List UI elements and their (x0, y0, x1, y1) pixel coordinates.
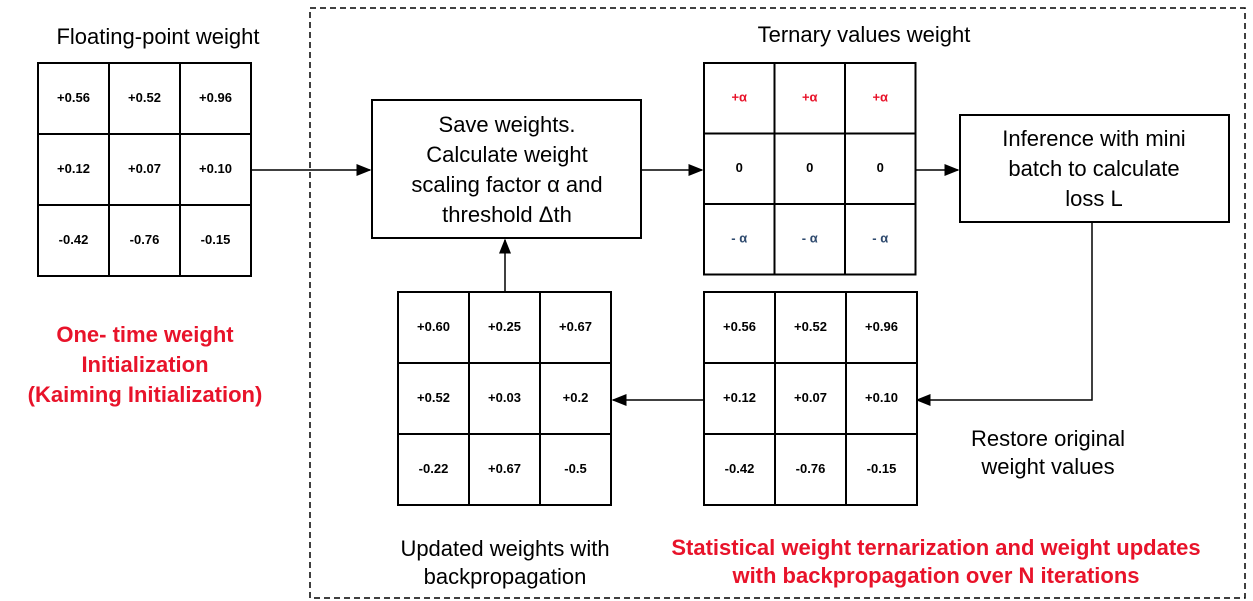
cell-value: +0.25 (488, 319, 521, 334)
cell-value: +0.12 (57, 161, 90, 176)
grid-cell (844, 203, 917, 276)
cell-value: +0.60 (417, 319, 450, 334)
cell-value: +α (872, 90, 888, 105)
init-note: Initialization (81, 352, 208, 377)
cell-value: +0.10 (865, 390, 898, 405)
cell-value: -0.15 (867, 461, 897, 476)
grid-cell (773, 132, 846, 205)
grid-cell (468, 362, 541, 435)
cell-value: +0.07 (128, 161, 161, 176)
box-text: scaling factor α and (411, 172, 602, 197)
cell-value: -0.5 (564, 461, 586, 476)
cell-value: 0 (877, 160, 884, 175)
save-box (371, 99, 642, 239)
cell-value: +0.56 (57, 90, 90, 105)
grid-title: Floating-point weight (56, 24, 259, 49)
cell-value: - α (731, 231, 747, 246)
grid-cell (845, 433, 918, 506)
grid-cell (774, 433, 847, 506)
grid-cell (397, 433, 470, 506)
grid-cell (37, 204, 110, 277)
arrows (250, 164, 1093, 406)
cell-value: +0.67 (559, 319, 592, 334)
grid-cell (844, 132, 917, 205)
cell-value: +0.10 (199, 161, 232, 176)
box-text: Calculate weight (426, 142, 587, 167)
cell-value: +0.67 (488, 461, 521, 476)
cell-value: +0.03 (488, 390, 521, 405)
cell-value: +0.52 (417, 390, 450, 405)
cell-value: +0.96 (199, 90, 232, 105)
cell-value: -0.22 (419, 461, 449, 476)
cell-value: +0.07 (794, 390, 827, 405)
cell-value: +α (731, 90, 747, 105)
grid-cell (844, 62, 917, 135)
grid-cell (179, 62, 252, 135)
grid-cell (397, 362, 470, 435)
box-text: threshold Δth (442, 202, 572, 227)
cell-value: +0.96 (865, 319, 898, 334)
cell-value: -0.42 (59, 232, 89, 247)
cell-value: +0.52 (128, 90, 161, 105)
cell-value: -0.42 (725, 461, 755, 476)
cell-value: -0.76 (130, 232, 160, 247)
box-text: batch to calculate (1008, 156, 1179, 181)
cell-value: +0.12 (723, 390, 756, 405)
cell-value: 0 (736, 160, 743, 175)
cell-value: -0.76 (796, 461, 826, 476)
init-note: (Kaiming Initialization) (28, 382, 263, 407)
grid-cell (539, 433, 612, 506)
loop-note: with backpropagation over N iterations (731, 563, 1139, 588)
cell-value: - α (872, 231, 888, 246)
grid-cell (37, 133, 110, 206)
cell-value: 0 (806, 160, 813, 175)
grid-cell (397, 291, 470, 364)
cell-value: +0.56 (723, 319, 756, 334)
grid-cell (179, 204, 252, 277)
box-text: Save weights. (439, 112, 576, 137)
grid-label: Updated weights with (400, 536, 609, 561)
loop-frame (309, 7, 1246, 599)
grid-cell (845, 291, 918, 364)
grid-title: Ternary values weight (758, 22, 971, 47)
cell-value: +α (802, 90, 818, 105)
grid-label: weight values (980, 454, 1114, 479)
grid-cell (37, 62, 110, 135)
cell-value: +0.2 (563, 390, 589, 405)
grid-cell (539, 291, 612, 364)
box-text: loss L (1065, 186, 1122, 211)
grid-cell (179, 133, 252, 206)
grid-label: Restore original (971, 426, 1125, 451)
grid-label: backpropagation (424, 564, 587, 589)
loop-note: Statistical weight ternarization and wei… (671, 535, 1200, 560)
grid-cell (468, 433, 541, 506)
cell-value: - α (802, 231, 818, 246)
cell-value: -0.15 (201, 232, 231, 247)
init-note: One- time weight (56, 322, 234, 347)
inference-box (959, 114, 1230, 223)
grid-cell (773, 203, 846, 276)
cell-value: +0.52 (794, 319, 827, 334)
box-text: Inference with mini (1002, 126, 1185, 151)
